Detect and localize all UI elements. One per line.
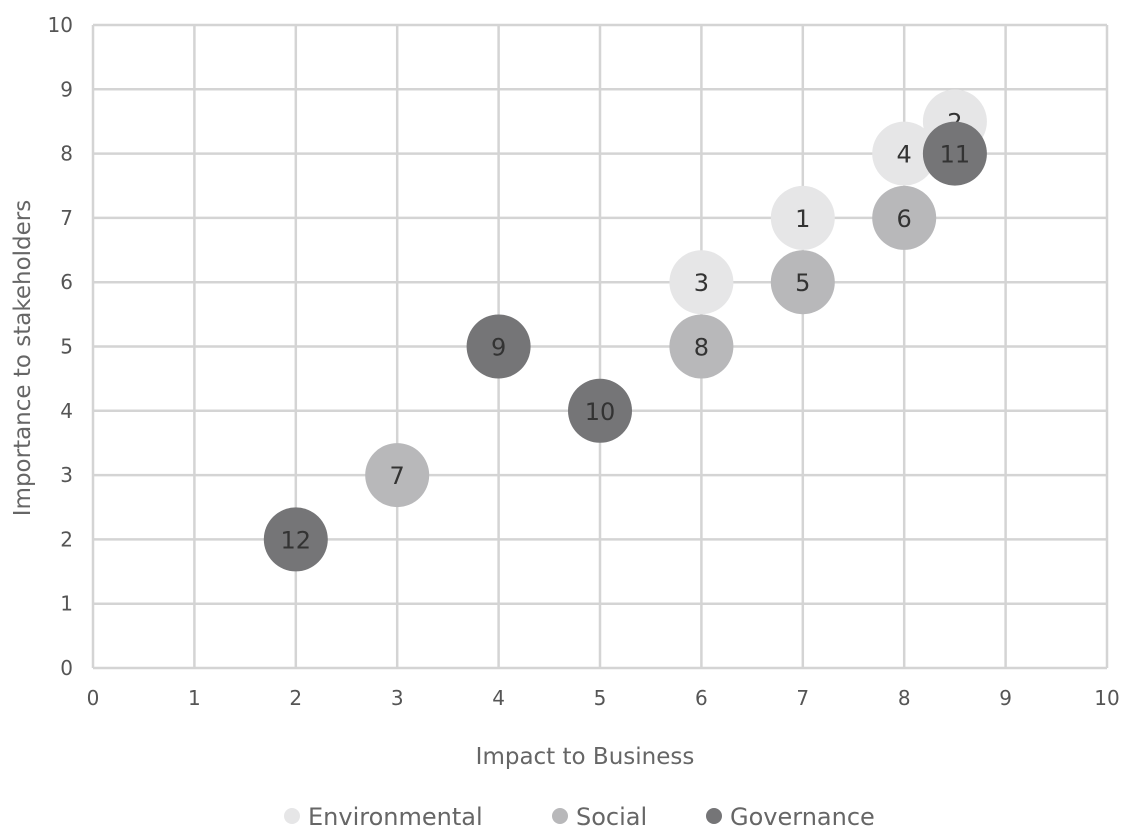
legend-item: Environmental xyxy=(284,803,483,829)
x-tick-label: 4 xyxy=(492,686,505,710)
bubble-marker xyxy=(872,121,937,186)
bubble-marker xyxy=(568,378,632,443)
x-tick-label: 8 xyxy=(898,686,911,710)
bubble-marker xyxy=(872,185,937,250)
legend-label: Environmental xyxy=(308,803,483,829)
bubble-marker xyxy=(263,507,328,572)
data-point: 7 xyxy=(365,443,430,508)
bubble-label: 1 xyxy=(795,205,810,233)
y-tick-label: 7 xyxy=(60,206,73,230)
bubble-marker xyxy=(365,443,430,508)
legend-swatch-icon xyxy=(706,808,722,824)
y-tick-label: 3 xyxy=(60,463,73,487)
x-tick-label: 9 xyxy=(999,686,1012,710)
legend-swatch-icon xyxy=(552,808,568,824)
y-axis-ticks: 0 1 2 3 4 5 6 7 8 9 10 xyxy=(48,13,73,680)
data-point: 5 xyxy=(770,250,835,315)
data-point: 12 xyxy=(263,507,328,572)
legend-label: Governance xyxy=(730,803,875,829)
data-point: 10 xyxy=(568,378,632,443)
legend-swatch-icon xyxy=(284,808,300,824)
y-tick-label: 5 xyxy=(60,335,73,359)
bubble-marker xyxy=(669,314,734,379)
data-point: 11 xyxy=(922,121,987,186)
bubble-label: 11 xyxy=(940,141,971,169)
bubble-label: 12 xyxy=(281,526,312,554)
x-axis-title: Impact to Business xyxy=(476,744,695,770)
x-tick-label: 5 xyxy=(594,686,607,710)
legend-label: Social xyxy=(576,803,647,829)
data-point: 6 xyxy=(872,185,937,250)
legend-item: Social xyxy=(552,803,647,829)
bubble-marker xyxy=(466,314,531,379)
x-tick-label: 1 xyxy=(188,686,201,710)
y-tick-label: 2 xyxy=(60,527,73,551)
x-tick-label: 7 xyxy=(796,686,809,710)
bubble-label: 4 xyxy=(897,141,912,169)
bubble-label: 3 xyxy=(694,269,709,297)
data-point: 8 xyxy=(669,314,734,379)
x-tick-label: 6 xyxy=(695,686,708,710)
bubble-marker xyxy=(669,250,734,315)
bubble-marker xyxy=(770,250,835,315)
y-tick-label: 1 xyxy=(60,592,73,616)
bubble-label: 7 xyxy=(390,462,405,490)
bubble-label: 6 xyxy=(897,205,912,233)
y-tick-label: 4 xyxy=(60,399,73,423)
bubble-marker xyxy=(922,121,987,186)
legend: Environmental Social Governance xyxy=(284,803,875,829)
x-axis-ticks: 0 1 2 3 4 5 6 7 8 9 10 xyxy=(87,686,1120,710)
data-points: 123456789101112 xyxy=(263,89,987,572)
grid-lines xyxy=(91,23,1109,670)
bubble-label: 10 xyxy=(585,398,616,426)
y-tick-label: 9 xyxy=(60,77,73,101)
bubble-marker xyxy=(770,185,835,250)
y-tick-label: 6 xyxy=(60,270,73,294)
x-tick-label: 10 xyxy=(1094,686,1119,710)
data-point: 9 xyxy=(466,314,531,379)
y-tick-label: 0 xyxy=(60,656,73,680)
data-point: 4 xyxy=(872,121,937,186)
x-tick-label: 0 xyxy=(87,686,100,710)
bubble-label: 8 xyxy=(694,334,709,362)
x-tick-label: 2 xyxy=(289,686,302,710)
y-tick-label: 10 xyxy=(48,13,73,37)
x-tick-label: 3 xyxy=(391,686,404,710)
y-axis-title: Importance to stakeholders xyxy=(10,200,36,517)
legend-item: Governance xyxy=(706,803,875,829)
data-point: 3 xyxy=(669,250,734,315)
y-tick-label: 8 xyxy=(60,142,73,166)
bubble-label: 5 xyxy=(795,269,810,297)
data-point: 1 xyxy=(770,185,835,250)
bubble-label: 9 xyxy=(491,334,506,362)
